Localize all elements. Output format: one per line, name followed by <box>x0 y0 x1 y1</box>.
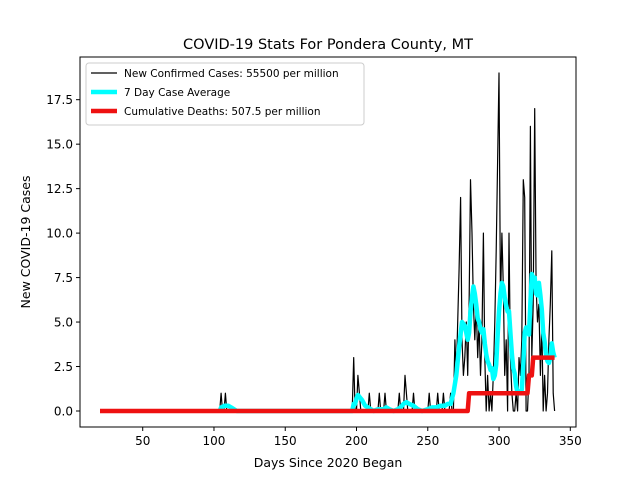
y-tick-label: 2.5 <box>54 360 73 374</box>
legend-label: 7 Day Case Average <box>124 87 230 99</box>
x-tick-label: 300 <box>488 434 511 448</box>
x-tick-label: 350 <box>559 434 582 448</box>
y-tick-label: 17.5 <box>46 93 73 107</box>
legend-label: New Confirmed Cases: 55500 per million <box>124 68 339 80</box>
y-tick-label: 7.5 <box>54 271 73 285</box>
series-line-7-day-average <box>217 271 557 414</box>
x-tick-label: 250 <box>416 434 439 448</box>
legend: New Confirmed Cases: 55500 per million 7 … <box>85 62 365 126</box>
plot-lines <box>100 72 557 414</box>
x-tick-label: 150 <box>274 434 297 448</box>
x-tick-label: 200 <box>345 434 368 448</box>
plot-frame <box>79 56 577 428</box>
series-line-cumulative-deaths <box>100 355 555 414</box>
y-tick-label: 0.0 <box>54 404 73 418</box>
x-axis-label: Days Since 2020 Began <box>254 455 403 470</box>
y-axis-label: New COVID-19 Cases <box>18 176 33 309</box>
y-tick-label: 5.0 <box>54 316 73 330</box>
legend-label: Cumulative Deaths: 507.5 per million <box>124 106 321 118</box>
y-tick-label: 15.0 <box>46 138 73 152</box>
axis-ticks: 50 100 150 200 250 300 350 0.0 2.5 5.0 7.5 10.0 12.5… <box>46 93 581 448</box>
x-tick-label: 100 <box>203 434 226 448</box>
chart-title: COVID-19 Stats For Pondera County, MT <box>183 37 473 53</box>
y-tick-label: 12.5 <box>46 182 73 196</box>
y-tick-label: 10.0 <box>46 227 73 241</box>
x-tick-label: 50 <box>135 434 150 448</box>
legend-box <box>85 62 365 126</box>
